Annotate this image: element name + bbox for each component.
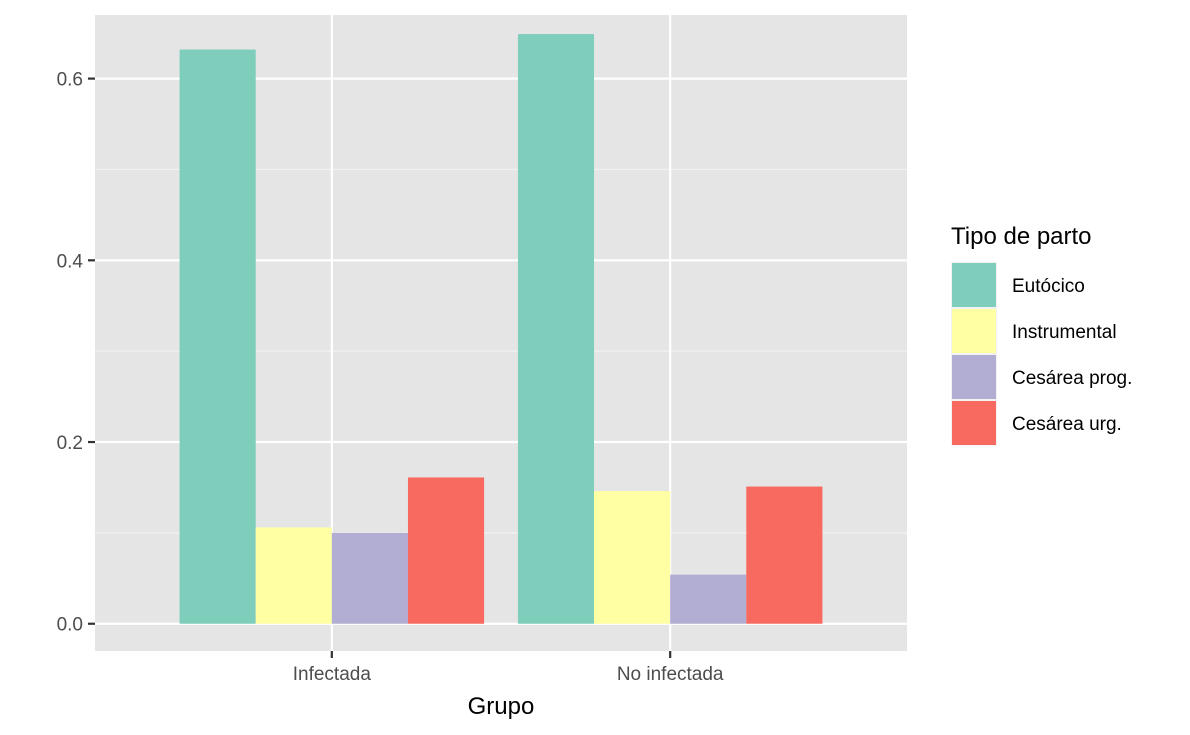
legend-item-label: Cesárea urg. [1012,414,1122,435]
y-tick-label: 0.6 [57,70,83,91]
legend-item-label: Eutócico [1012,276,1085,297]
bars-group [179,34,823,624]
bar [179,49,256,624]
legend-key-swatch [952,309,996,353]
bar [517,34,595,624]
legend-key-swatch [952,263,996,307]
x-tick-label: Infectada [293,664,372,685]
bar [407,477,485,624]
x-axis-title: Grupo [468,693,535,720]
bar [255,527,332,624]
y-axis: 0.0 0.2 0.4 0.6 [57,70,95,636]
bar [746,486,823,624]
legend: Tipo de parto Eutócico Instrumental Cesáre… [951,223,1132,446]
legend-item-label: Instrumental [1012,322,1117,343]
bar [670,574,747,624]
y-tick-label: 0.4 [57,251,84,272]
bar [331,532,408,624]
legend-title: Tipo de parto [951,223,1092,250]
legend-key-swatch [952,401,996,445]
y-tick-label: 0.2 [57,433,83,454]
bar [594,491,671,624]
legend-key-swatch [952,355,996,399]
legend-item-label: Cesárea prog. [1012,368,1132,389]
x-tick-label: No infectada [617,664,724,685]
y-tick-label: 0.0 [57,615,83,636]
x-axis: Infectada No infectada [293,651,724,685]
